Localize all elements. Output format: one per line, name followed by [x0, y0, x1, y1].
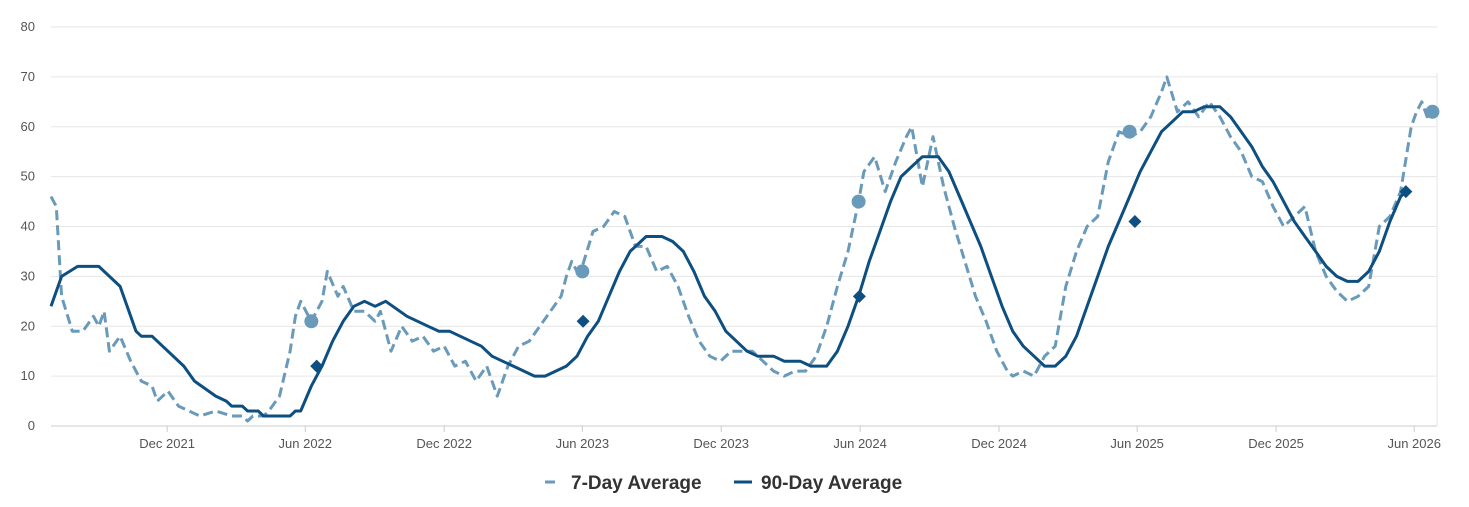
x-tick-label: Jun 2024: [833, 436, 887, 451]
y-tick-label: 30: [21, 268, 35, 283]
y-tick-label: 40: [21, 219, 35, 234]
x-tick-label: Jun 2023: [556, 436, 610, 451]
x-tick-label: Jun 2025: [1110, 436, 1164, 451]
y-tick-label: 10: [21, 368, 35, 383]
legend-item-7-day-average[interactable]: 7-Day Average: [545, 473, 702, 494]
legend-label: 7-Day Average: [571, 473, 702, 494]
grid-lines: [51, 26, 1437, 377]
axes: [51, 73, 1438, 432]
y-axis-tick-labels: 0 10 20 30 40 50 60 70 80: [21, 19, 35, 433]
y-tick-label: 50: [21, 169, 35, 184]
series-line-90-day-average: [49, 105, 1407, 418]
x-tick-label: Jun 2026: [1387, 436, 1441, 451]
series-lines: [49, 75, 1434, 423]
data-point-marker-diamond: [852, 289, 866, 303]
x-tick-label: Dec 2021: [139, 436, 195, 451]
y-tick-label: 80: [21, 19, 35, 34]
data-point-marker-circle: [575, 264, 590, 279]
x-tick-label: Dec 2024: [971, 436, 1027, 451]
data-point-marker-diamond: [1128, 215, 1142, 229]
x-tick-label: Dec 2022: [416, 436, 472, 451]
data-point-marker-circle: [1425, 104, 1440, 119]
legend-item-90-day-average[interactable]: 90-Day Average: [734, 473, 902, 494]
data-point-marker-circle: [851, 194, 866, 209]
y-tick-label: 20: [21, 318, 35, 333]
series-line-7-day-average: [49, 75, 1434, 423]
x-axis-tick-labels: Dec 2021 Jun 2022 Dec 2022 Jun 2023 Dec …: [139, 436, 1441, 451]
data-point-marker-diamond: [310, 359, 324, 373]
data-point-marker-circle: [304, 314, 319, 329]
x-tick-label: Jun 2022: [279, 436, 333, 451]
legend[interactable]: 7-Day Average 90-Day Average: [545, 473, 902, 494]
x-tick-label: Dec 2025: [1248, 436, 1304, 451]
x-tick-label: Dec 2023: [693, 436, 749, 451]
legend-label: 90-Day Average: [761, 473, 902, 494]
y-tick-label: 0: [28, 418, 35, 433]
data-point-marker-diamond: [576, 314, 590, 328]
data-point-marker-circle: [1122, 124, 1137, 139]
y-tick-label: 60: [21, 119, 35, 134]
y-tick-label: 70: [21, 69, 35, 84]
series-markers: [304, 104, 1440, 373]
data-point-marker-diamond: [1399, 185, 1413, 199]
